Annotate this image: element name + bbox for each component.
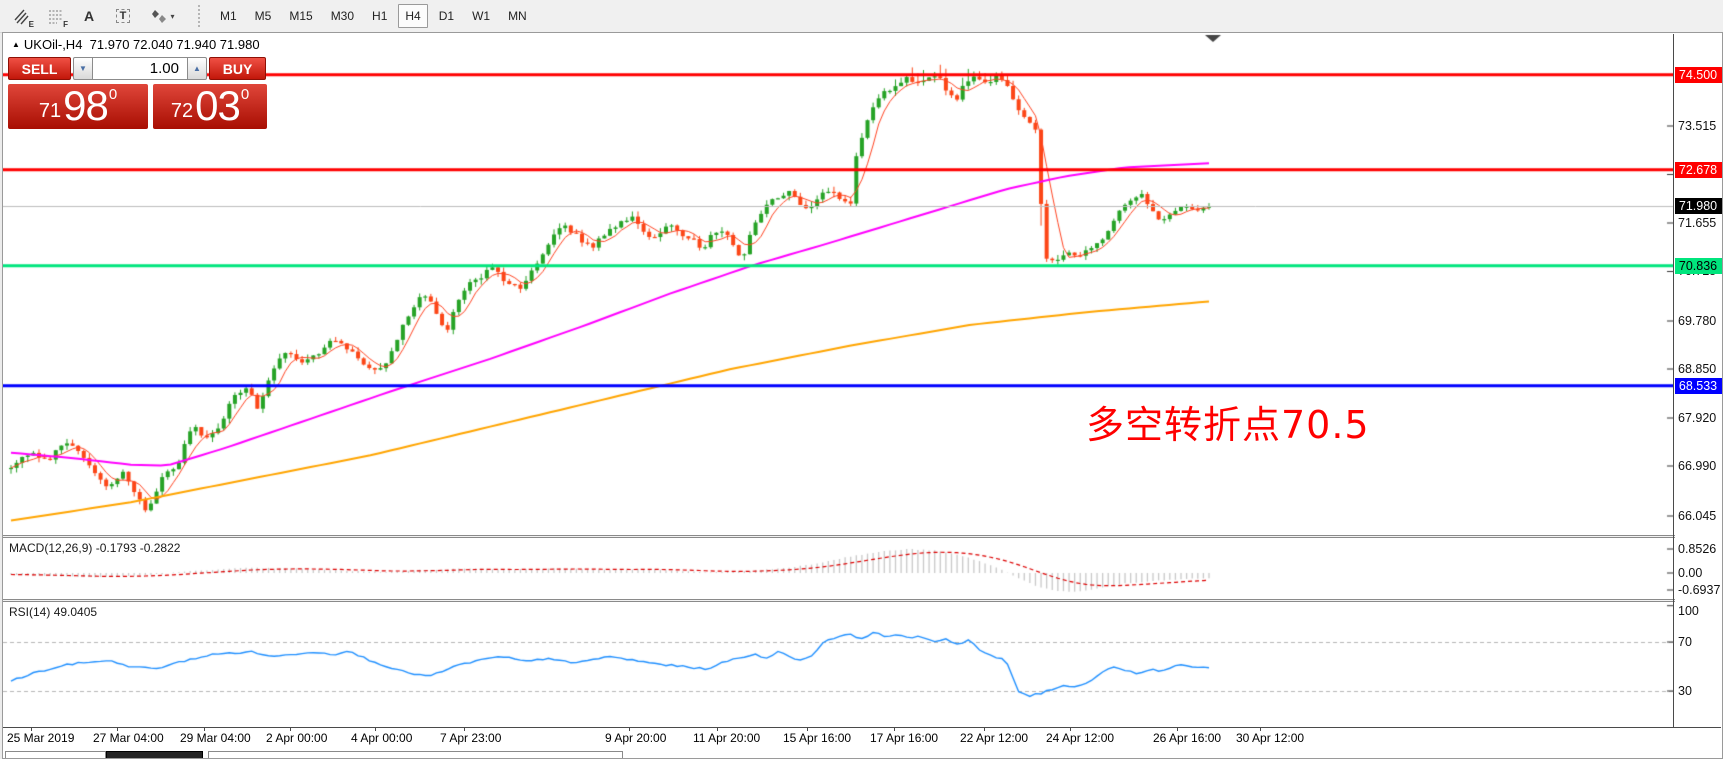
chart-title: ▲ UKOil-,H4 71.970 72.040 71.940 71.980 — [12, 37, 260, 52]
equidistant-channel-icon — [13, 9, 29, 24]
timeframe-m1[interactable]: M1 — [213, 4, 244, 28]
fibonacci-retracement-button[interactable]: F — [40, 2, 70, 30]
toolbar: E F A T ▾ M1 M5 M15 M30 H1 H4 D1 W1 MN — [0, 0, 1723, 33]
symbol-period: UKOil-,H4 — [23, 37, 83, 52]
macd-axis-tick: 0.8526 — [1678, 542, 1717, 556]
equidistant-channel-button[interactable]: E — [6, 2, 36, 30]
y-tick: 67.920 — [1678, 411, 1717, 425]
date-label: 9 Apr 20:00 — [605, 727, 667, 745]
pane-separator[interactable] — [3, 599, 1721, 602]
macd-axis-tick: 0.00 — [1678, 566, 1703, 580]
date-label: 2 Apr 00:00 — [266, 727, 328, 745]
ohlc-values: 71.970 72.040 71.940 71.980 — [89, 37, 260, 52]
macd-axis-tick: -0.6937 — [1678, 583, 1721, 597]
buy-price-sup: 0 — [240, 86, 250, 103]
chart-tab[interactable] — [208, 751, 623, 758]
date-axis-line — [3, 727, 1721, 728]
date-label: 30 Apr 12:00 — [1236, 727, 1305, 745]
timeframe-h1[interactable]: H1 — [365, 4, 394, 28]
timeframe-m15[interactable]: M15 — [282, 4, 319, 28]
collapse-triangle-icon[interactable]: ▲ — [12, 40, 20, 49]
toolbar-separator — [198, 5, 201, 27]
volume-increase-button[interactable]: ▲ — [187, 57, 207, 80]
chart-tab-bar — [3, 751, 1721, 758]
rsi-axis-tick: 100 — [1678, 604, 1699, 618]
volume-input[interactable] — [93, 57, 187, 80]
sell-price-sup: 0 — [108, 86, 118, 103]
price-badge-current: 71.980 — [1674, 198, 1722, 214]
rsi-axis-tick: 30 — [1678, 684, 1692, 698]
fibonacci-retracement-icon — [48, 10, 62, 23]
rsi-label: RSI(14) 49.0405 — [9, 605, 98, 619]
buy-button[interactable]: BUY — [209, 57, 266, 80]
y-tick: 73.515 — [1678, 119, 1717, 133]
date-label: 7 Apr 23:00 — [440, 727, 502, 745]
annotation-text: 多空转折点70.5 — [1086, 403, 1370, 447]
timeframe-w1[interactable]: W1 — [465, 4, 497, 28]
price-badge-resistance: 74.500 — [1674, 67, 1722, 83]
volume-decrease-button[interactable]: ▼ — [73, 57, 93, 80]
y-tick: 71.655 — [1678, 216, 1717, 230]
date-label: 24 Apr 12:00 — [1046, 727, 1115, 745]
date-label: 11 Apr 20:00 — [693, 727, 761, 745]
macd-label: MACD(12,26,9) -0.1793 -0.2822 — [9, 541, 181, 555]
text-button[interactable]: A — [74, 2, 104, 30]
buy-price-big: 03 — [195, 82, 241, 129]
chart-tab-active[interactable] — [106, 751, 203, 758]
y-tick: 68.850 — [1678, 362, 1717, 376]
sell-price[interactable]: 71 98 0 — [8, 84, 148, 129]
timeframe-mn[interactable]: MN — [501, 4, 534, 28]
sell-button[interactable]: SELL — [8, 57, 71, 80]
chart-tab[interactable] — [5, 751, 106, 758]
timeframe-m30[interactable]: M30 — [324, 4, 361, 28]
arrows-icon — [152, 9, 167, 23]
date-label: 15 Apr 16:00 — [783, 727, 852, 745]
triangle-up-icon: ▲ — [193, 64, 201, 73]
macd-canvas[interactable] — [3, 538, 1673, 599]
price-badge-support: 70.836 — [1674, 258, 1722, 274]
buy-price-prefix: 72 — [170, 100, 194, 122]
date-label: 27 Mar 04:00 — [93, 727, 164, 745]
price-chart-canvas[interactable] — [3, 34, 1673, 535]
pane-separator[interactable] — [3, 535, 1721, 538]
price-badge-support: 68.533 — [1674, 378, 1722, 394]
tool-sub-label: F — [63, 20, 68, 29]
chart-window: ▲ UKOil-,H4 71.970 72.040 71.940 71.980 S… — [2, 32, 1723, 759]
timeframe-d1[interactable]: D1 — [432, 4, 461, 28]
chevron-down-icon: ▾ — [170, 11, 175, 21]
timeframe-m5[interactable]: M5 — [248, 4, 279, 28]
date-label: 17 Apr 16:00 — [870, 727, 939, 745]
y-tick: 66.045 — [1678, 509, 1717, 523]
timeframe-h4[interactable]: H4 — [398, 4, 428, 28]
sell-price-prefix: 71 — [38, 100, 62, 122]
price-badge-resistance: 72.678 — [1674, 162, 1722, 178]
text-label-icon: T — [115, 9, 131, 23]
tool-sub-label: E — [28, 20, 34, 29]
text-icon: A — [83, 8, 95, 24]
price-axis-line — [1673, 34, 1674, 727]
date-label: 22 Apr 12:00 — [960, 727, 1029, 745]
arrows-button[interactable]: ▾ — [142, 2, 184, 30]
buy-price[interactable]: 72 03 0 — [153, 84, 267, 129]
y-tick: 69.780 — [1678, 314, 1717, 328]
triangle-down-icon: ▼ — [79, 64, 87, 73]
text-label-button[interactable]: T — [108, 2, 138, 30]
sell-price-big: 98 — [63, 82, 109, 129]
date-label: 26 Apr 16:00 — [1153, 727, 1222, 745]
date-label: 4 Apr 00:00 — [351, 727, 413, 745]
rsi-canvas[interactable] — [3, 602, 1673, 727]
date-label: 29 Mar 04:00 — [180, 727, 251, 745]
rsi-axis-tick: 70 — [1678, 635, 1692, 649]
date-label: 25 Mar 2019 — [7, 727, 75, 745]
y-tick: 66.990 — [1678, 459, 1717, 473]
